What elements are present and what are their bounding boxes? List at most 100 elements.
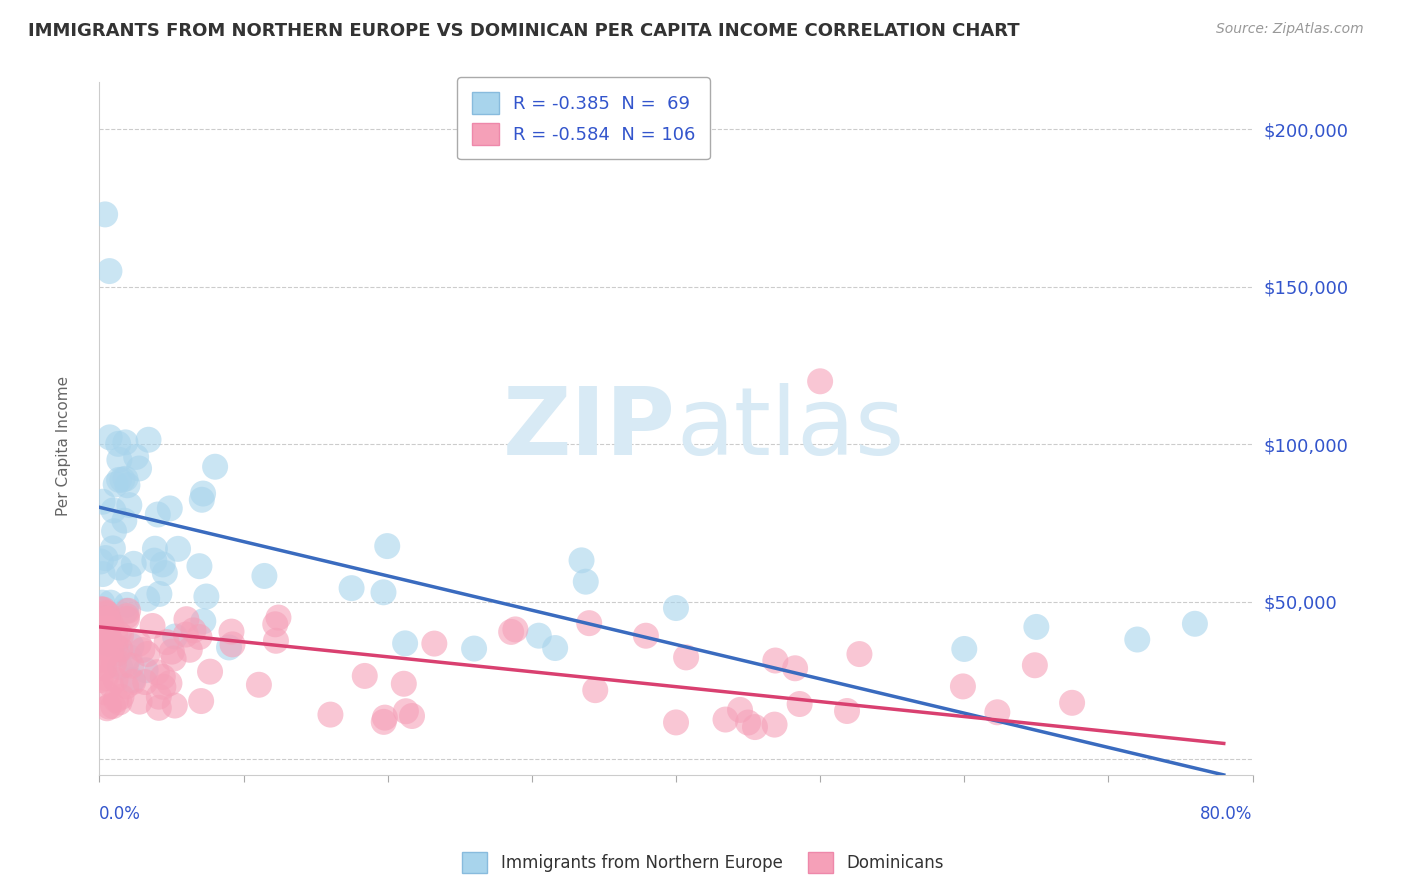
- Point: [100, 643, 122, 657]
- Point: [117, 604, 139, 618]
- Point: [221, 637, 243, 651]
- Point: [117, 569, 139, 583]
- Point: [198, 665, 221, 679]
- Point: [634, 629, 657, 643]
- Point: [395, 704, 418, 718]
- Point: [90, 625, 112, 640]
- Point: [100, 596, 122, 610]
- Point: [160, 644, 183, 658]
- Point: [1025, 620, 1047, 634]
- Point: [103, 657, 125, 671]
- Point: [121, 658, 143, 673]
- Point: [107, 437, 129, 451]
- Point: [221, 624, 243, 639]
- Point: [128, 637, 150, 651]
- Point: [401, 709, 423, 723]
- Point: [103, 503, 125, 517]
- Point: [152, 558, 174, 572]
- Point: [115, 657, 138, 672]
- Legend: R = -0.385  N =  69, R = -0.584  N = 106: R = -0.385 N = 69, R = -0.584 N = 106: [457, 78, 710, 160]
- Point: [98, 430, 121, 444]
- Point: [191, 486, 214, 500]
- Point: [104, 693, 127, 707]
- Point: [90, 661, 112, 675]
- Point: [94, 551, 117, 566]
- Point: [97, 699, 120, 714]
- Point: [808, 374, 831, 388]
- Point: [108, 473, 131, 487]
- Point: [143, 553, 166, 567]
- Point: [163, 630, 186, 644]
- Point: [93, 612, 115, 626]
- Point: [94, 685, 117, 699]
- Point: [952, 680, 974, 694]
- Point: [115, 598, 138, 612]
- Point: [848, 647, 870, 661]
- Point: [146, 665, 169, 680]
- Point: [131, 643, 153, 657]
- Point: [98, 620, 121, 634]
- Point: [114, 435, 136, 450]
- Point: [148, 701, 170, 715]
- Point: [665, 715, 688, 730]
- Point: [108, 660, 131, 674]
- Point: [505, 623, 527, 637]
- Point: [114, 472, 136, 486]
- Point: [115, 604, 138, 618]
- Point: [340, 581, 363, 595]
- Point: [91, 567, 114, 582]
- Text: atlas: atlas: [676, 383, 904, 475]
- Point: [159, 501, 181, 516]
- Point: [125, 450, 148, 464]
- Point: [101, 541, 124, 556]
- Point: [118, 498, 141, 512]
- Point: [93, 661, 115, 675]
- Point: [103, 524, 125, 538]
- Point: [375, 539, 398, 553]
- Point: [783, 661, 806, 675]
- Text: Source: ZipAtlas.com: Source: ZipAtlas.com: [1216, 22, 1364, 37]
- Point: [136, 591, 159, 606]
- Point: [90, 640, 112, 654]
- Point: [90, 620, 112, 634]
- Point: [108, 695, 131, 709]
- Point: [90, 653, 112, 667]
- Point: [100, 616, 122, 631]
- Point: [527, 629, 550, 643]
- Point: [134, 675, 156, 690]
- Point: [394, 636, 416, 650]
- Point: [392, 677, 415, 691]
- Point: [148, 587, 170, 601]
- Point: [115, 612, 138, 626]
- Point: [152, 680, 174, 694]
- Text: 80.0%: 80.0%: [1201, 805, 1253, 823]
- Point: [128, 695, 150, 709]
- Point: [583, 683, 606, 698]
- Point: [714, 713, 737, 727]
- Point: [1184, 616, 1206, 631]
- Point: [374, 711, 396, 725]
- Point: [176, 612, 198, 626]
- Point: [763, 654, 786, 668]
- Point: [90, 673, 112, 687]
- Point: [90, 618, 112, 632]
- Point: [108, 453, 131, 467]
- Point: [789, 697, 811, 711]
- Point: [544, 640, 567, 655]
- Point: [571, 553, 593, 567]
- Point: [373, 714, 395, 729]
- Point: [94, 207, 117, 221]
- Point: [91, 638, 114, 652]
- Point: [94, 671, 117, 685]
- Point: [204, 459, 226, 474]
- Point: [267, 610, 290, 624]
- Point: [190, 694, 212, 708]
- Point: [167, 541, 190, 556]
- Point: [104, 626, 127, 640]
- Point: [96, 607, 118, 621]
- Point: [247, 678, 270, 692]
- Point: [153, 566, 176, 580]
- Point: [96, 701, 118, 715]
- Point: [100, 678, 122, 692]
- Point: [104, 639, 127, 653]
